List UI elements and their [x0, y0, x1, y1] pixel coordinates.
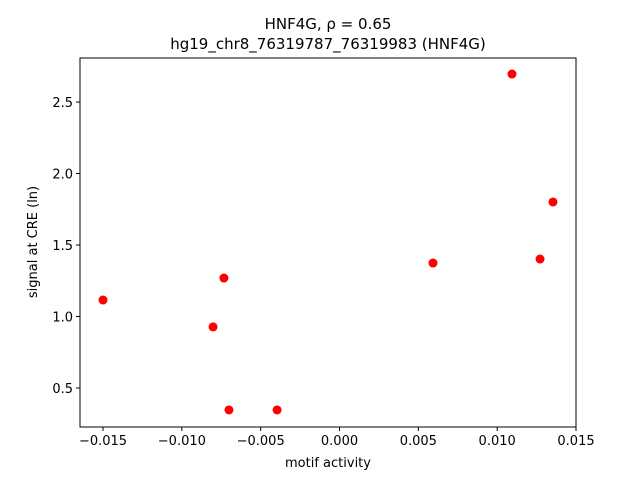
point: [224, 405, 234, 415]
x-tick-label: −0.005: [237, 434, 285, 449]
x-tick-label: −0.015: [79, 434, 127, 449]
y-tick-label: 2.0: [52, 168, 73, 183]
y-tick-label: 0.5: [52, 382, 73, 397]
x-tick-label: 0.005: [400, 434, 437, 449]
point: [272, 405, 282, 415]
point: [548, 197, 558, 207]
y-axis-label: signal at CRE (ln): [26, 186, 41, 298]
chart-title: HNF4G, ρ = 0.65: [265, 15, 392, 33]
y-tick-label: 2.5: [52, 96, 73, 111]
chart-subtitle: hg19_chr8_76319787_76319983 (HNF4G): [170, 35, 486, 54]
point: [219, 273, 229, 283]
x-tick-label: −0.010: [158, 434, 206, 449]
plot-frame: [79, 57, 577, 428]
y-tick-label: 1.0: [52, 310, 73, 325]
point: [507, 69, 517, 79]
x-tick-label: 0.000: [321, 434, 358, 449]
y-tick-label: 1.5: [52, 239, 73, 254]
point: [428, 258, 438, 268]
x-axis-label: motif activity: [285, 456, 371, 471]
x-tick-label: 0.015: [557, 434, 594, 449]
point: [98, 295, 108, 305]
point: [208, 322, 218, 332]
x-tick-label: 0.010: [479, 434, 516, 449]
point: [535, 254, 545, 264]
